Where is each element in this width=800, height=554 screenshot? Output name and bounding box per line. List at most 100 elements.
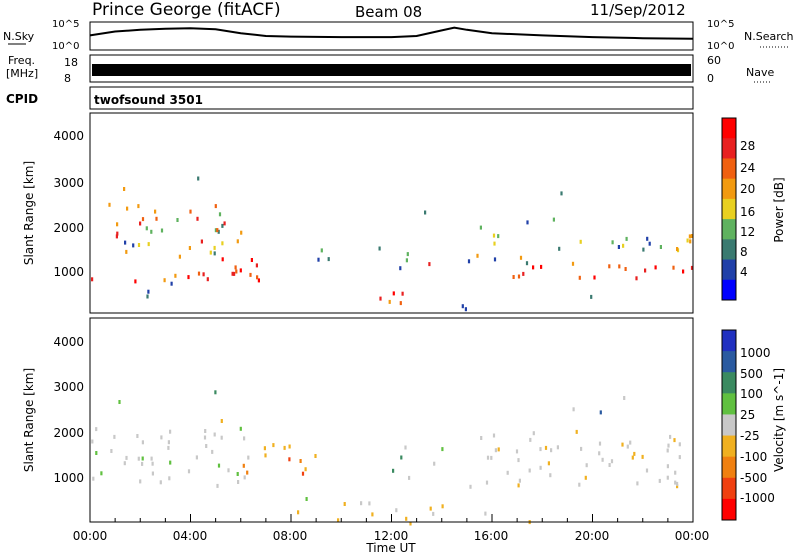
heatmap-cell bbox=[314, 454, 317, 458]
heatmap-cell bbox=[517, 458, 520, 463]
heatmap-cell bbox=[608, 463, 611, 467]
heatmap-cell bbox=[544, 445, 548, 450]
heatmap-cell bbox=[139, 479, 142, 484]
xtick-1200: 12:00 bbox=[374, 529, 409, 543]
time-axis: 00:00 04:00 08:00 12:00 16:00 20:00 00:0… bbox=[73, 514, 709, 554]
heatmap-cell bbox=[579, 239, 582, 244]
heatmap-cell bbox=[234, 265, 237, 270]
heatmap-cell bbox=[688, 234, 691, 239]
vel-cbar-label: Velocity [m s^-1] bbox=[772, 368, 786, 472]
heatmap-cell bbox=[599, 410, 602, 415]
heatmap-cell bbox=[629, 440, 632, 445]
heatmap-cell bbox=[214, 228, 217, 233]
power-ytick-1000: 1000 bbox=[53, 265, 84, 279]
heatmap-cell bbox=[202, 272, 205, 277]
velocity-ytick-1000: 1000 bbox=[53, 471, 84, 485]
heatmap-cell bbox=[646, 236, 649, 241]
colorbar-segment bbox=[722, 372, 736, 394]
heatmap-cell bbox=[598, 441, 602, 446]
heatmap-cell bbox=[525, 261, 529, 266]
heatmap-cell bbox=[550, 448, 553, 453]
heatmap-cell bbox=[218, 212, 222, 217]
heatmap-cell bbox=[124, 240, 127, 245]
velocity-panel: Slant Range [km] 4000 3000 2000 1000 100… bbox=[22, 317, 786, 526]
heatmap-cell bbox=[400, 455, 403, 460]
heatmap-cell bbox=[578, 482, 581, 487]
heatmap-cell bbox=[301, 471, 305, 476]
heatmap-cell bbox=[95, 427, 98, 432]
heatmap-cell bbox=[263, 446, 266, 451]
heatmap-cell bbox=[666, 448, 669, 453]
heatmap-cell bbox=[209, 250, 212, 255]
heatmap-cell bbox=[486, 455, 490, 460]
heatmap-cell bbox=[580, 446, 583, 451]
beam-label: Beam 08 bbox=[355, 3, 422, 21]
nsearch-label: N.Search bbox=[744, 30, 794, 43]
heatmap-cell bbox=[137, 204, 140, 209]
heatmap-cell bbox=[461, 304, 464, 309]
cpid-text: twofsound 3501 bbox=[94, 93, 203, 107]
heatmap-cell bbox=[424, 210, 427, 215]
heatmap-cell bbox=[690, 265, 694, 270]
xtick-0800: 08:00 bbox=[273, 529, 308, 543]
noise-tick-right-bottom: 10^0 bbox=[707, 41, 734, 52]
heatmap-cell bbox=[476, 253, 479, 258]
heatmap-cell bbox=[221, 241, 224, 246]
heatmap-cell bbox=[150, 456, 153, 461]
heatmap-cell bbox=[549, 473, 552, 478]
power-cbar-tick-20: 20 bbox=[740, 182, 755, 196]
nsky-label: N.Sky bbox=[3, 30, 35, 43]
heatmap-cell bbox=[558, 246, 561, 251]
heatmap-cell bbox=[91, 277, 94, 282]
heatmap-cell bbox=[667, 443, 670, 448]
heatmap-cell bbox=[123, 461, 126, 466]
xtick-0000: 00:00 bbox=[73, 529, 108, 543]
heatmap-cell bbox=[556, 445, 559, 450]
heatmap-cell bbox=[169, 460, 172, 465]
heatmap-cell bbox=[399, 301, 402, 306]
heatmap-cell bbox=[125, 455, 128, 460]
heatmap-cell bbox=[272, 443, 275, 448]
vel-cbar-tick-neg25: -25 bbox=[740, 429, 760, 443]
xtick-0400: 04:00 bbox=[173, 529, 208, 543]
heatmap-cell bbox=[552, 217, 555, 222]
power-ylabel: Slant Range [km] bbox=[22, 161, 36, 265]
heatmap-cell bbox=[429, 506, 432, 511]
heatmap-cell bbox=[691, 234, 694, 238]
power-ytick-3000: 3000 bbox=[53, 176, 84, 190]
heatmap-cell bbox=[137, 456, 140, 461]
heatmap-cell bbox=[469, 484, 472, 489]
heatmap-cell bbox=[146, 294, 149, 299]
heatmap-cell bbox=[257, 278, 260, 283]
heatmap-cell bbox=[196, 216, 199, 221]
colorbar-segment bbox=[722, 239, 736, 261]
heatmap-cell bbox=[560, 191, 563, 196]
vel-cbar-tick-1000: 1000 bbox=[740, 346, 771, 360]
heatmap-cell bbox=[141, 461, 144, 466]
heatmap-cell bbox=[188, 246, 191, 250]
freq-tick-bottom: 8 bbox=[64, 72, 71, 85]
heatmap-cell bbox=[246, 470, 249, 475]
heatmap-cell bbox=[203, 435, 207, 440]
heatmap-cell bbox=[532, 431, 535, 436]
heatmap-cell bbox=[635, 276, 638, 281]
heatmap-cell bbox=[686, 238, 689, 243]
power-cbar-tick-16: 16 bbox=[740, 205, 755, 219]
heatmap-cell bbox=[216, 483, 219, 488]
heatmap-cell bbox=[214, 204, 217, 209]
date-label: 11/Sep/2012 bbox=[590, 1, 686, 19]
heatmap-cell bbox=[145, 226, 148, 231]
colorbar-segment bbox=[722, 330, 736, 352]
heatmap-cell bbox=[206, 277, 209, 282]
heatmap-cell bbox=[480, 436, 483, 440]
heatmap-cell bbox=[625, 236, 628, 241]
heatmap-cell bbox=[428, 262, 431, 267]
heatmap-cell bbox=[378, 246, 381, 251]
heatmap-cell bbox=[368, 501, 371, 506]
heatmap-cell bbox=[195, 455, 198, 460]
heatmap-cell bbox=[608, 264, 611, 269]
nave-label: Nave bbox=[746, 66, 774, 79]
heatmap-cell bbox=[154, 209, 157, 214]
colorbar-segment bbox=[722, 198, 736, 220]
noise-panel: N.Sky 10^5 10^0 10^5 10^0 N.Search bbox=[3, 19, 794, 52]
